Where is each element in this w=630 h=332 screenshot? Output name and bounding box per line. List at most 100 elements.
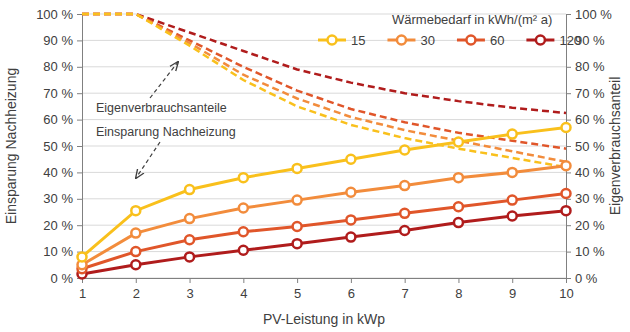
series-marker <box>239 204 248 213</box>
tick-label: 1 <box>79 286 86 301</box>
series-line <box>82 14 566 113</box>
tick: 9 <box>509 278 516 301</box>
tick-label: 30 % <box>43 191 73 206</box>
series-marker <box>508 196 517 205</box>
tick-label: 40 % <box>575 165 605 180</box>
series-marker <box>454 218 463 227</box>
tick: 3 <box>186 278 193 301</box>
plot: 123456789100 %10 %20 %30 %40 %50 %60 %70… <box>36 7 612 302</box>
tick-label: 10 % <box>43 244 73 259</box>
series-marker <box>78 252 87 261</box>
grid-line <box>82 251 566 252</box>
series-marker <box>346 188 355 197</box>
tick-mark <box>566 252 571 253</box>
series-marker <box>508 211 517 220</box>
tick: 0 % <box>566 271 598 286</box>
x-axis: 12345678910 <box>79 278 574 301</box>
tick-label: 0 % <box>51 271 74 286</box>
grid-line <box>82 225 566 226</box>
series-marker <box>562 206 571 215</box>
tick: 90 % <box>43 33 82 48</box>
series-marker <box>239 227 248 236</box>
tick-mark <box>243 278 244 283</box>
tick-mark <box>77 120 82 121</box>
tick: 10 % <box>43 244 82 259</box>
series-marker <box>400 181 409 190</box>
series-marker <box>185 252 194 261</box>
legend-entry: 120 <box>526 33 581 48</box>
tick-mark <box>566 14 571 15</box>
series-group <box>78 14 571 279</box>
series-marker <box>346 215 355 224</box>
grid-line <box>82 198 566 199</box>
tick-label: 9 <box>509 286 516 301</box>
tick: 5 <box>294 278 301 301</box>
tick-label: 80 % <box>575 59 605 74</box>
tick-mark <box>566 172 571 173</box>
grid <box>82 14 566 278</box>
series-marker <box>239 246 248 255</box>
series-marker <box>185 235 194 244</box>
tick: 40 % <box>566 165 605 180</box>
series-line <box>82 14 566 167</box>
tick: 30 % <box>566 191 605 206</box>
tick-label: 90 % <box>43 33 73 48</box>
tick-label: 0 % <box>575 271 598 286</box>
tick: 30 % <box>43 191 82 206</box>
tick: 40 % <box>43 165 82 180</box>
legend-label: 120 <box>559 33 581 48</box>
tick-label: 100 % <box>575 7 612 22</box>
series-marker <box>131 206 140 215</box>
annotation: Einsparung Nachheizung <box>96 125 236 139</box>
grid-line <box>82 93 566 94</box>
series-line <box>82 14 566 162</box>
legend-entry: 15 <box>318 33 365 48</box>
series-marker <box>400 145 409 154</box>
legend-marker <box>536 36 545 45</box>
tick: 100 % <box>36 7 82 22</box>
tick-mark <box>77 146 82 147</box>
tick: 6 <box>348 278 355 301</box>
legend-marker <box>328 36 337 45</box>
series-marker <box>454 173 463 182</box>
tick-label: 3 <box>186 286 193 301</box>
axis-line <box>567 15 572 279</box>
tick: 10 <box>559 278 573 301</box>
tick-label: 30 % <box>575 191 605 206</box>
series-marker <box>562 189 571 198</box>
tick-mark <box>566 225 571 226</box>
series-marker <box>185 185 194 194</box>
series-marker <box>346 233 355 242</box>
tick-mark <box>566 120 571 121</box>
tick-label: 20 % <box>575 218 605 233</box>
tick-label: 50 % <box>575 139 605 154</box>
tick: 60 % <box>43 112 82 127</box>
tick: 80 % <box>43 59 82 74</box>
series-marker <box>293 222 302 231</box>
grid-line <box>82 66 566 67</box>
tick-mark <box>405 278 406 283</box>
grid-line <box>82 119 566 120</box>
series-marker <box>508 130 517 139</box>
tick-mark <box>77 199 82 200</box>
y2-axis: 0 %10 %20 %30 %40 %50 %60 %70 %80 %90 %1… <box>566 7 612 286</box>
annotation-arrow <box>136 142 160 178</box>
legend-label: 15 <box>351 33 365 48</box>
tick-mark <box>77 93 82 94</box>
series-marker <box>239 173 248 182</box>
series-marker <box>454 138 463 147</box>
legend-marker <box>397 36 406 45</box>
tick: 70 % <box>43 86 82 101</box>
y-axis-title: Einsparung Nachheizung <box>3 68 19 224</box>
axis-line <box>77 15 83 279</box>
series-marker <box>185 214 194 223</box>
tick-label: 5 <box>294 286 301 301</box>
annotation: Eigenverbrauchsanteile <box>96 101 227 115</box>
tick: 20 % <box>43 218 82 233</box>
legend-marker <box>466 36 475 45</box>
tick: 4 <box>240 278 247 301</box>
tick-mark <box>77 172 82 173</box>
tick: 80 % <box>566 59 605 74</box>
series-marker <box>562 123 571 132</box>
legend: Wärmebedarf in kWh/(m² a)153060120 <box>318 12 581 48</box>
